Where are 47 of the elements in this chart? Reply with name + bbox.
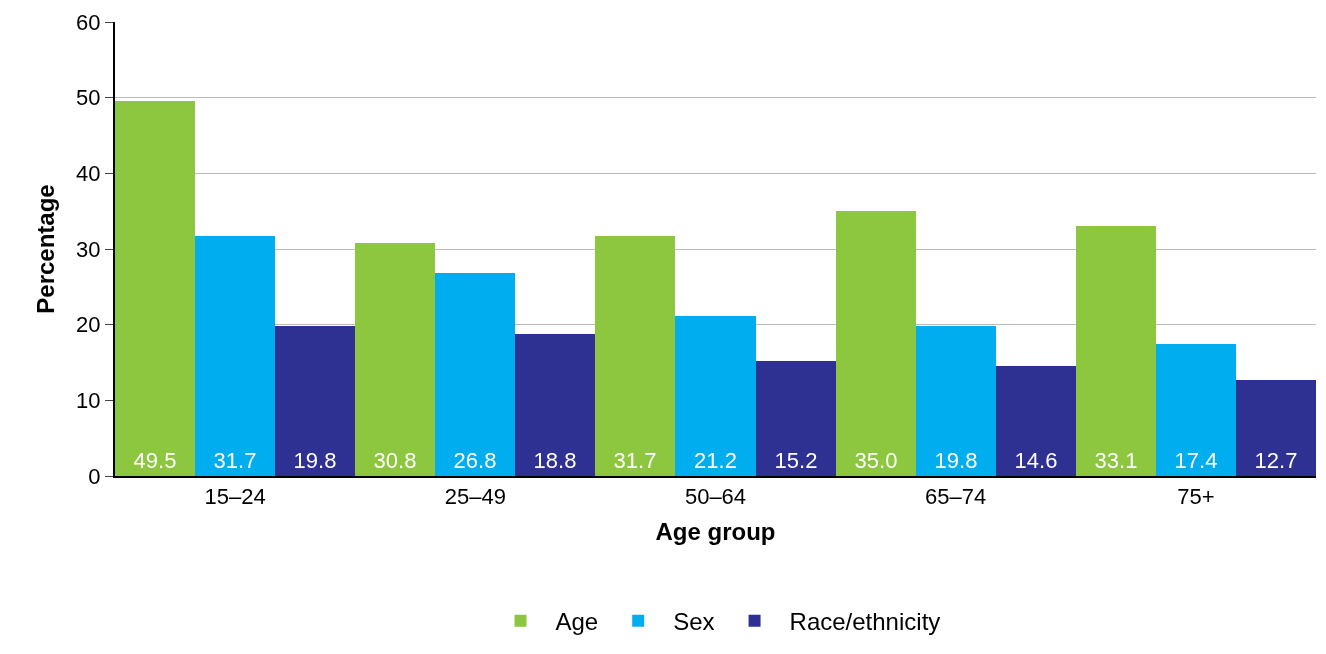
y-tick-label: 0 [88,463,101,489]
data-label: 31.7 [613,448,657,473]
x-tick-label: 65–74 [925,484,987,510]
x-tick-label: 15–24 [204,484,266,510]
data-label: 14.6 [1014,448,1058,473]
y-tick-label: 30 [76,236,101,262]
data-label: 15.2 [774,448,818,473]
y-tick-label: 60 [76,9,101,35]
legend-label: Sex [673,608,715,636]
data-label: 33.1 [1094,448,1138,473]
bar [916,326,996,476]
data-label: 21.2 [694,448,737,473]
bar [1156,344,1236,476]
y-tick-label: 20 [76,312,101,338]
legend-label: Race/ethnicity [789,608,941,636]
data-label: 26.8 [453,448,497,473]
data-label: 49.5 [133,448,177,473]
x-tick-label: 75+ [1177,484,1215,510]
bar [1236,380,1316,476]
bar [756,361,836,476]
x-tick-label: 25–49 [444,484,506,510]
x-tick-label: 50–64 [684,484,747,510]
data-label: 31.7 [213,448,257,473]
y-tick-label: 10 [76,388,101,414]
bar [836,211,916,476]
bar [595,236,675,476]
y-tick-label: 50 [76,85,101,111]
bar [675,316,756,476]
data-label: 30.8 [373,448,417,473]
bar [115,101,195,476]
data-label: 17.4 [1174,448,1218,473]
data-label: 19.8 [293,448,337,473]
bar [996,366,1076,476]
legend-label: Age [555,608,599,636]
data-label: 18.8 [533,448,577,473]
bar [355,243,435,476]
bar [275,326,355,476]
bar [1076,226,1156,476]
bar [435,273,515,476]
bar [195,236,275,476]
y-tick-label: 40 [76,161,101,187]
bar [515,334,595,476]
y-axis-title: Percentage [31,184,59,314]
data-label: 19.8 [934,448,978,473]
data-label: 35.0 [854,448,898,473]
x-axis-title: Age group [655,518,776,546]
data-label: 12.7 [1254,448,1298,473]
